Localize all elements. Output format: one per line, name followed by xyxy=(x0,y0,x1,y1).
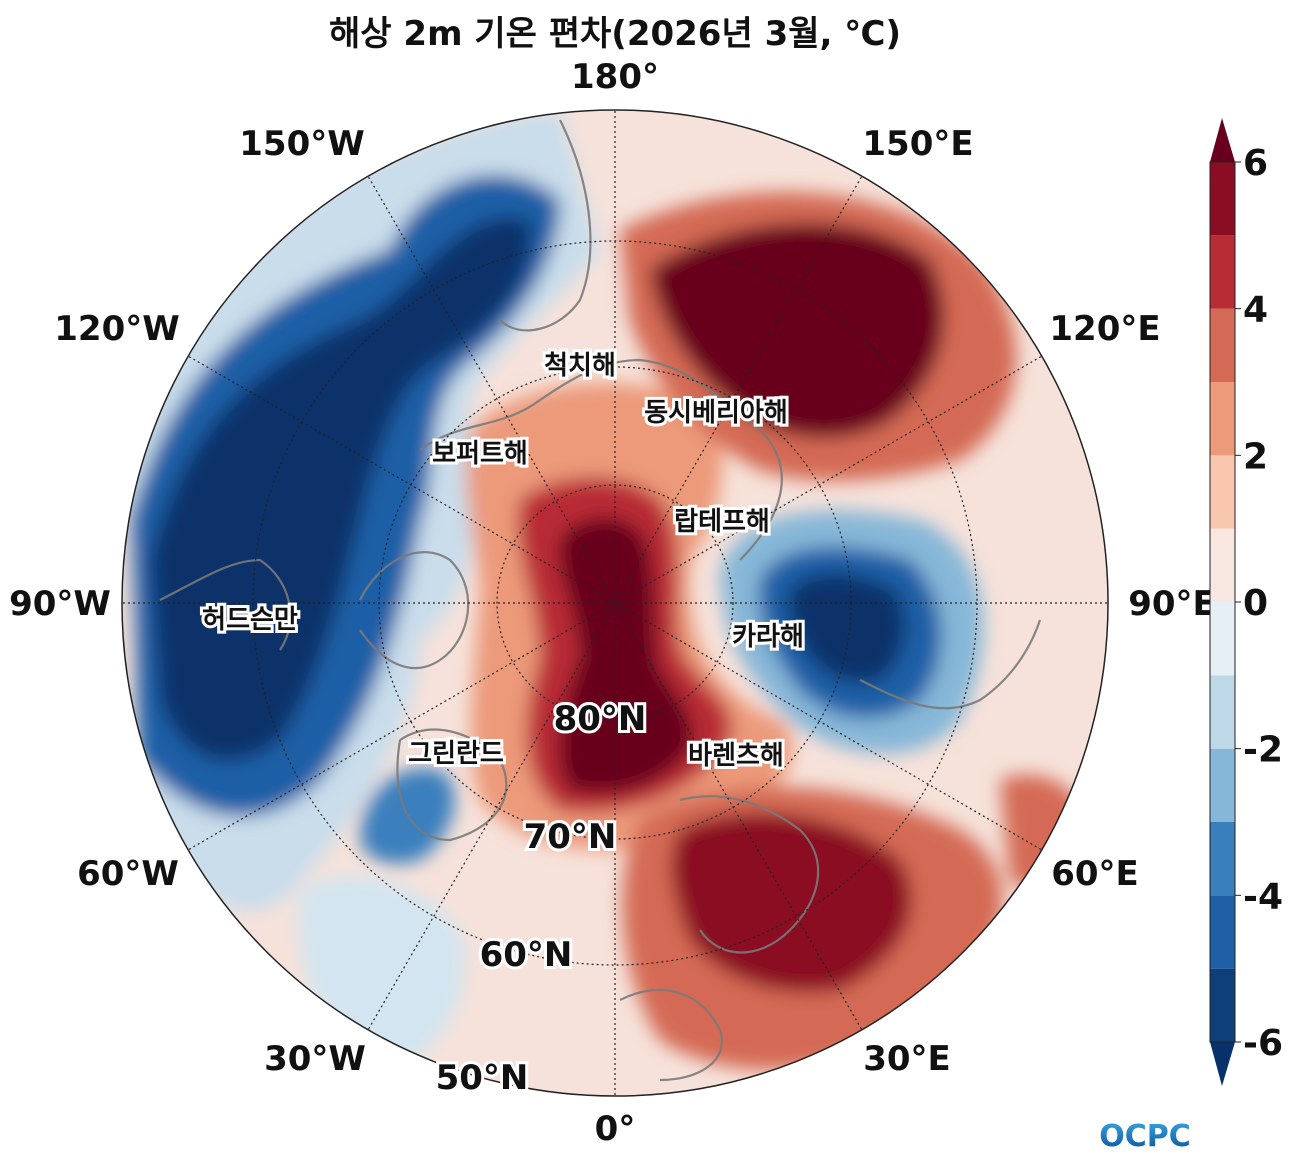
colorbar-tick-label: 2 xyxy=(1243,436,1268,477)
colorbar-segment xyxy=(1210,235,1235,309)
lon-label-150e: 150°E xyxy=(862,124,973,164)
region-labels: 척치해 동시베리아해 보퍼트해 랍테프해 허드슨만 카라해 그린란드 바렌츠해 xyxy=(199,348,807,774)
colorbar-tick-label: 6 xyxy=(1243,143,1268,184)
lon-label-180: 180° xyxy=(571,57,659,97)
region-label-east-siberian-sea: 동시베리아해 xyxy=(644,398,788,428)
lon-label-90e: 90°E xyxy=(1128,584,1216,624)
region-label-greenland: 그린란드 xyxy=(408,739,504,769)
colorbar-segment xyxy=(1210,528,1235,602)
lon-label-30e: 30°E xyxy=(863,1039,951,1079)
lon-label-120e: 120°E xyxy=(1049,309,1160,349)
lat-label-50n: 50°N xyxy=(436,1058,529,1098)
colorbar-segments xyxy=(1210,162,1235,1042)
colorbar-tick-label: 4 xyxy=(1243,290,1268,331)
lon-label-60w: 60°W xyxy=(77,854,179,894)
colorbar-segment xyxy=(1210,308,1235,382)
cold-region-kara-sea-max xyxy=(788,573,906,684)
graticule xyxy=(122,110,1108,1096)
colorbar-segment xyxy=(1210,455,1235,529)
map-boundary xyxy=(121,109,1109,1097)
colorbar: 6 4 2 0 -2 -4 -6 xyxy=(1209,118,1283,1086)
longitude-labels: 180° 150°E 120°E 90°E 60°E 30°E 0° 30°W … xyxy=(9,57,1216,1149)
colorbar-segment xyxy=(1210,748,1235,822)
ocpc-logo-text: OCPC xyxy=(1099,1119,1191,1152)
colorbar-segment xyxy=(1210,602,1235,676)
lon-label-60e: 60°E xyxy=(1051,854,1139,894)
colorbar-tick-label: -6 xyxy=(1243,1023,1283,1064)
polar-map xyxy=(122,110,1108,1096)
lon-label-30w: 30°W xyxy=(264,1039,366,1079)
colorbar-tick-label: -4 xyxy=(1243,876,1283,917)
warm-region-siberia-max xyxy=(650,222,945,439)
lon-label-0: 0° xyxy=(595,1109,636,1149)
colorbar-under-arrow xyxy=(1210,1042,1235,1086)
colorbar-over-arrow xyxy=(1210,118,1235,162)
ocpc-logo: OCPC xyxy=(1099,1119,1191,1152)
latitude-labels: 80°N 70°N 60°N 50°N xyxy=(433,696,650,1101)
lon-label-120w: 120°W xyxy=(54,309,179,349)
region-label-barents-sea: 바렌츠해 xyxy=(688,741,784,771)
region-label-hudson-bay: 허드슨만 xyxy=(202,605,298,635)
coastlines xyxy=(159,119,1042,1082)
cold-region-north-america-max xyxy=(150,217,532,761)
colorbar-segment xyxy=(1210,675,1235,749)
warm-region-europe-max xyxy=(671,813,912,993)
lat-label-80n: 80°N xyxy=(554,699,647,739)
lat-label-70n: 70°N xyxy=(524,817,617,857)
colorbar-segment xyxy=(1210,382,1235,456)
lon-label-90w: 90°W xyxy=(9,584,111,624)
colorbar-segment xyxy=(1210,968,1235,1042)
latitude-circle-80 xyxy=(496,484,734,722)
anomaly-field xyxy=(122,110,1100,1080)
colorbar-segment xyxy=(1210,162,1235,236)
colorbar-segment xyxy=(1210,822,1235,896)
region-label-chukchi-sea: 척치해 xyxy=(544,351,616,381)
warm-region-central-arctic-max xyxy=(559,517,693,794)
colorbar-segment xyxy=(1210,895,1235,969)
lon-label-150w: 150°W xyxy=(239,124,364,164)
colorbar-tick-label: -2 xyxy=(1243,730,1283,771)
lat-label-60n: 60°N xyxy=(480,935,573,975)
region-label-beaufort-sea: 보퍼트해 xyxy=(432,439,528,469)
colorbar-ticks: 6 4 2 0 -2 -4 -6 xyxy=(1235,143,1283,1064)
map-title: 해상 2m 기온 편차(2026년 3월, ℃) xyxy=(329,14,901,54)
region-label-laptev-sea: 랍테프해 xyxy=(674,507,770,537)
region-label-kara-sea: 카라해 xyxy=(732,622,804,652)
colorbar-tick-label: 0 xyxy=(1243,583,1268,624)
